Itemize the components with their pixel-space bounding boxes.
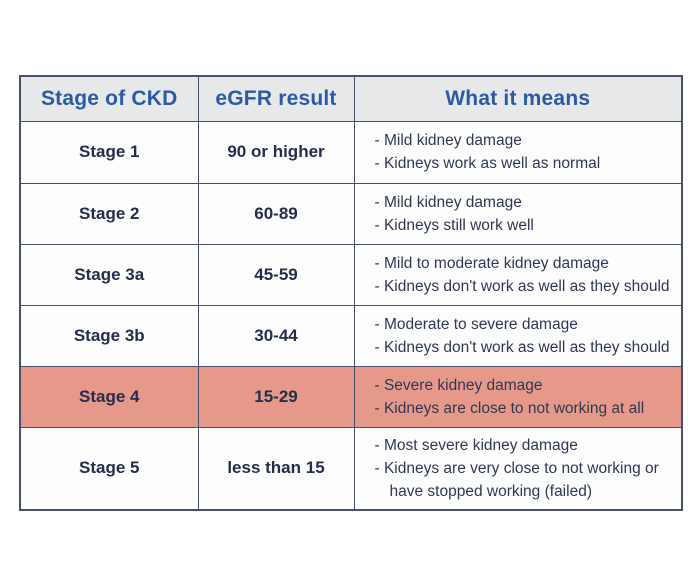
- stage-cell: Stage 5: [19, 426, 199, 510]
- meaning-bullet: - Most severe kidney damage: [374, 436, 578, 454]
- meaning-bullet: - Kidneys don't work as well as they sho…: [374, 277, 670, 295]
- stage-cell: Stage 1: [19, 120, 199, 184]
- meaning-cell: - Mild to moderate kidney damage - Kidne…: [353, 243, 683, 306]
- meaning-cell: - Severe kidney damage - Kidneys are clo…: [353, 365, 683, 428]
- egfr-cell: 15-29: [197, 365, 355, 428]
- egfr-cell: 30-44: [197, 304, 355, 367]
- table-row-stage-4-highlighted: Stage 4 15-29 - Severe kidney damage - K…: [19, 365, 683, 428]
- meaning-bullet: - Kidneys don't work as well as they sho…: [374, 338, 670, 356]
- stage-cell: Stage 4: [19, 365, 199, 428]
- ckd-stages-table: Stage of CKD eGFR result What it means S…: [19, 75, 683, 511]
- meaning-bullet: - Kidneys are close to not working at al…: [374, 399, 645, 417]
- egfr-cell: 45-59: [197, 243, 355, 306]
- stage-cell: Stage 2: [19, 182, 199, 245]
- egfr-cell: less than 15: [197, 426, 355, 510]
- meaning-bullet: - Kidneys still work well: [374, 216, 534, 234]
- meaning-bullet: - Mild kidney damage: [374, 193, 522, 211]
- meaning-bullet: - Mild kidney damage: [374, 132, 522, 149]
- meaning-cell: - Mild kidney damage - Kidneys still wor…: [353, 182, 683, 245]
- stage-cell: Stage 3b: [19, 304, 199, 367]
- egfr-cell: 90 or higher: [197, 120, 355, 184]
- header-row: Stage of CKD eGFR result What it means: [19, 75, 683, 122]
- meaning-cell: - Moderate to severe damage - Kidneys do…: [353, 304, 683, 367]
- header-what-it-means: What it means: [353, 75, 683, 122]
- table-row-stage-3b: Stage 3b 30-44 - Moderate to severe dama…: [19, 304, 683, 367]
- meaning-bullet: - Kidneys are very close to not working …: [374, 459, 659, 500]
- table-row-stage-2: Stage 2 60-89 - Mild kidney damage - Kid…: [19, 182, 683, 245]
- header-stage-of-ckd: Stage of CKD: [19, 75, 199, 122]
- meaning-bullet: - Kidneys work as well as normal: [374, 155, 601, 172]
- meaning-bullet: - Mild to moderate kidney damage: [374, 254, 609, 272]
- header-egfr-result: eGFR result: [197, 75, 355, 122]
- table-row-stage-1: Stage 1 90 or higher - Mild kidney damag…: [19, 120, 683, 184]
- meaning-cell: - Most severe kidney damage - Kidneys ar…: [353, 426, 683, 510]
- stage-cell: Stage 3a: [19, 243, 199, 306]
- meaning-bullet: - Moderate to severe damage: [374, 315, 578, 333]
- egfr-cell: 60-89: [197, 182, 355, 245]
- meaning-cell: - Mild kidney damage - Kidneys work as w…: [353, 120, 683, 184]
- table-row-stage-3a: Stage 3a 45-59 - Mild to moderate kidney…: [19, 243, 683, 306]
- table-row-stage-5: Stage 5 less than 15 - Most severe kidne…: [19, 426, 683, 510]
- meaning-bullet: - Severe kidney damage: [374, 376, 543, 394]
